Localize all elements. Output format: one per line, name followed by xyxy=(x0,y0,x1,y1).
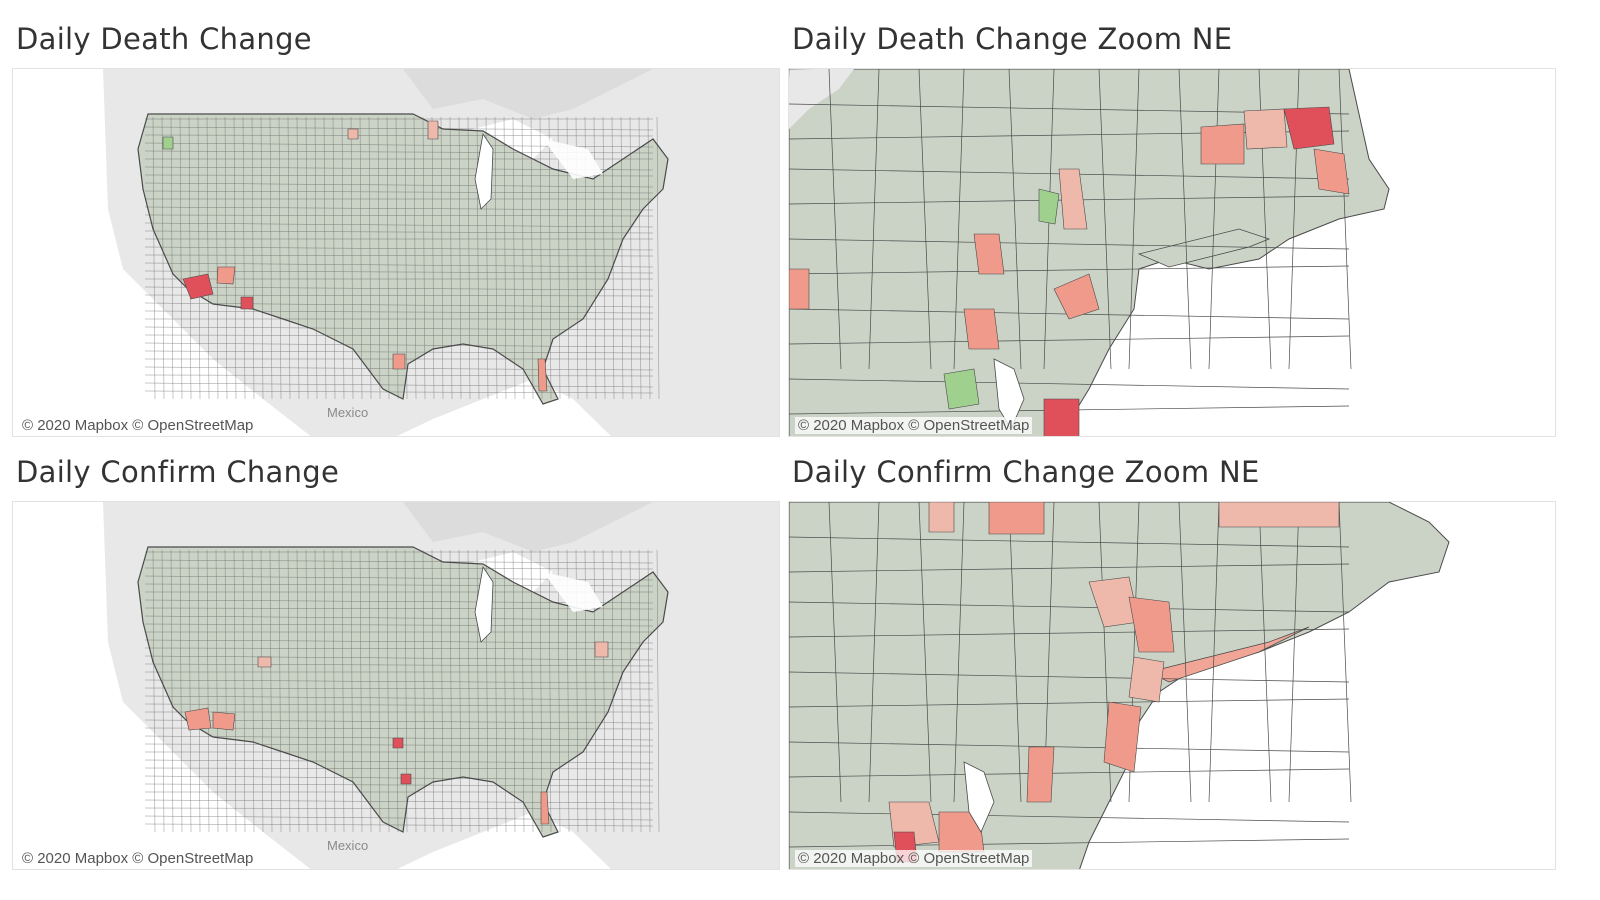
place-label-mexico: Mexico xyxy=(327,838,369,853)
county-highlight[interactable] xyxy=(1053,273,1100,320)
map-death-national[interactable]: Mexico © 2020 Mapbox © OpenStreetMap xyxy=(12,68,780,437)
county-highlight[interactable] xyxy=(1058,168,1088,230)
county-highlight[interactable] xyxy=(162,136,174,150)
map-attribution[interactable]: © 2020 Mapbox © OpenStreetMap xyxy=(795,850,1033,867)
ne-county-map xyxy=(789,502,1555,869)
county-highlight[interactable] xyxy=(1103,701,1142,773)
county-highlight[interactable] xyxy=(540,791,550,825)
county-highlight[interactable] xyxy=(184,707,212,731)
county-highlight[interactable] xyxy=(347,128,359,140)
county-highlight[interactable] xyxy=(928,502,955,533)
panel-title-death-ne: Daily Death Change Zoom NE xyxy=(792,22,1233,56)
county-highlight[interactable] xyxy=(392,737,404,749)
county-highlight[interactable] xyxy=(943,368,980,410)
county-highlight[interactable] xyxy=(1038,188,1060,225)
panel-title-confirm-ne: Daily Confirm Change Zoom NE xyxy=(792,455,1260,489)
county-highlight[interactable] xyxy=(240,296,254,310)
county-highlight[interactable] xyxy=(1313,148,1350,195)
county-highlight[interactable] xyxy=(216,266,236,285)
county-highlight[interactable] xyxy=(400,773,412,785)
county-highlight[interactable] xyxy=(1128,656,1165,703)
county-highlight[interactable] xyxy=(1243,108,1288,150)
county-highlight[interactable] xyxy=(392,353,406,370)
county-highlight[interactable] xyxy=(257,656,272,668)
county-highlight[interactable] xyxy=(182,273,214,300)
us-county-map xyxy=(13,69,779,436)
county-highlight[interactable] xyxy=(1200,123,1245,165)
county-highlight[interactable] xyxy=(789,268,810,310)
county-highlight[interactable] xyxy=(1128,596,1175,653)
us-county-map xyxy=(13,502,779,869)
ne-county-map xyxy=(789,69,1555,437)
panel-title-death: Daily Death Change xyxy=(16,22,312,56)
county-highlight[interactable] xyxy=(537,358,548,392)
map-death-northeast[interactable]: © 2020 Mapbox © OpenStreetMap xyxy=(788,68,1556,437)
map-confirm-northeast[interactable]: © 2020 Mapbox © OpenStreetMap xyxy=(788,501,1556,870)
panel-title-confirm: Daily Confirm Change xyxy=(16,455,340,489)
county-highlight[interactable] xyxy=(427,120,439,140)
county-highlight[interactable] xyxy=(963,308,1000,350)
map-attribution[interactable]: © 2020 Mapbox © OpenStreetMap xyxy=(19,850,257,867)
county-highlight[interactable] xyxy=(1043,398,1080,437)
county-highlight[interactable] xyxy=(594,641,609,658)
place-label-mexico: Mexico xyxy=(327,405,369,420)
county-highlight[interactable] xyxy=(1026,746,1055,803)
map-confirm-national[interactable]: Mexico © 2020 Mapbox © OpenStreetMap xyxy=(12,501,780,870)
county-highlight[interactable] xyxy=(973,233,1005,275)
county-highlight[interactable] xyxy=(1283,106,1335,150)
map-attribution[interactable]: © 2020 Mapbox © OpenStreetMap xyxy=(19,417,257,434)
county-highlight[interactable] xyxy=(988,502,1045,535)
county-highlight[interactable] xyxy=(1218,502,1340,528)
map-attribution[interactable]: © 2020 Mapbox © OpenStreetMap xyxy=(795,417,1033,434)
county-highlight[interactable] xyxy=(212,711,236,731)
